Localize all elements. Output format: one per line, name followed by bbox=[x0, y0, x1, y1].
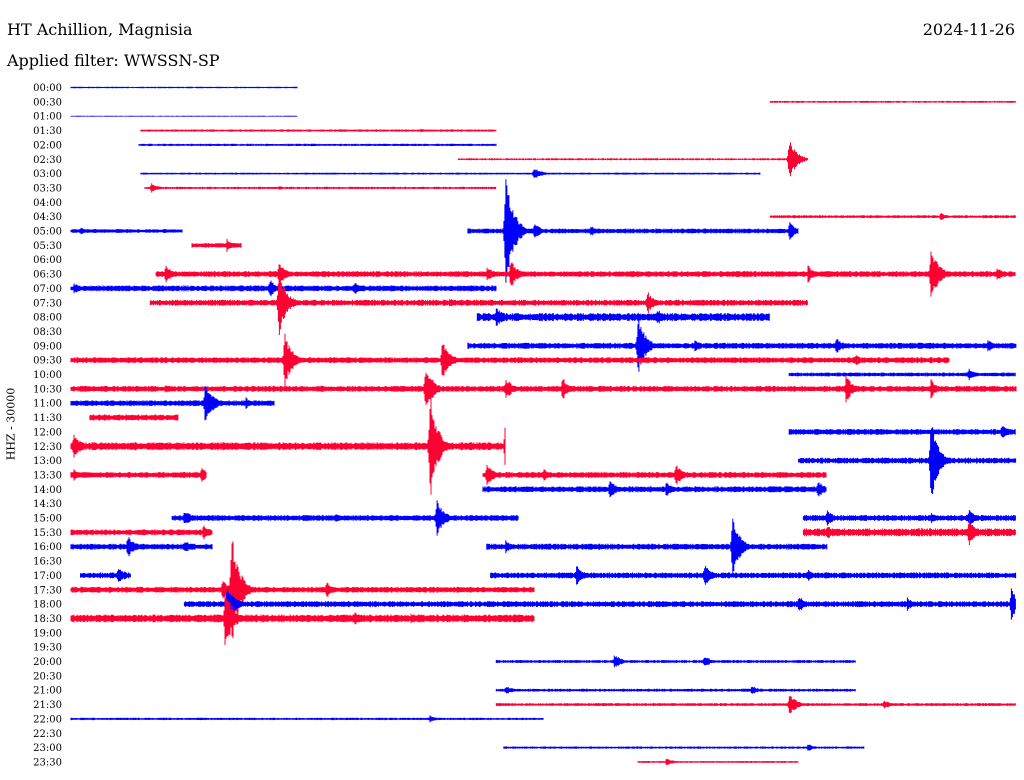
time-tick-label: 23:00 bbox=[33, 743, 62, 754]
seismic-trace-segment bbox=[490, 566, 1017, 585]
seismic-trace-segment bbox=[70, 715, 544, 723]
seismic-trace-segment bbox=[495, 696, 1016, 713]
time-tick-label: 13:30 bbox=[33, 470, 62, 481]
seismic-trace-segment bbox=[769, 213, 1016, 220]
time-tick-label: 13:00 bbox=[33, 456, 62, 467]
seismic-trace-segment bbox=[70, 280, 497, 297]
seismic-trace-segment bbox=[788, 368, 1016, 381]
station-title: HT Achillion, Magnisia bbox=[7, 20, 193, 39]
time-tick-label: 10:30 bbox=[33, 384, 62, 395]
time-tick-label: 02:00 bbox=[33, 140, 62, 151]
seismic-traces bbox=[70, 86, 1017, 766]
time-tick-label: 10:00 bbox=[33, 370, 62, 381]
seismic-trace-segment bbox=[149, 270, 808, 335]
time-tick-label: 08:00 bbox=[33, 313, 62, 324]
time-tick-label: 07:30 bbox=[33, 298, 62, 309]
seismic-trace-segment bbox=[802, 510, 1016, 526]
time-tick-label: 03:00 bbox=[33, 169, 62, 180]
time-tick-label: 19:30 bbox=[33, 643, 62, 654]
seismic-trace-segment bbox=[140, 128, 497, 133]
time-tick-label: 09:30 bbox=[33, 356, 62, 367]
seismic-trace-segment bbox=[769, 100, 1016, 103]
seismic-trace-segment bbox=[140, 169, 761, 178]
time-tick-label: 15:30 bbox=[33, 528, 62, 539]
date-label: 2024-11-26 bbox=[922, 20, 1015, 39]
time-tick-label: 17:00 bbox=[33, 571, 62, 582]
time-tick-label: 12:00 bbox=[33, 427, 62, 438]
seismic-trace-segment bbox=[70, 541, 535, 639]
seismic-trace-segment bbox=[155, 251, 1016, 297]
time-tick-label: 01:30 bbox=[33, 126, 62, 137]
time-tick-label: 07:00 bbox=[33, 284, 62, 295]
seismic-trace-segment bbox=[70, 537, 213, 557]
seismic-trace-segment bbox=[138, 143, 497, 147]
time-tick-label: 11:30 bbox=[33, 413, 62, 424]
seismic-trace-segment bbox=[70, 397, 506, 495]
time-tick-label: 02:30 bbox=[33, 155, 62, 166]
seismic-trace-segment bbox=[495, 686, 856, 694]
time-tick-label: 15:00 bbox=[33, 514, 62, 525]
time-tick-label: 16:30 bbox=[33, 557, 62, 568]
seismic-trace-segment bbox=[144, 183, 497, 193]
seismic-trace-segment bbox=[70, 227, 183, 235]
time-tick-label: 14:30 bbox=[33, 499, 62, 510]
time-tick-label: 01:00 bbox=[33, 112, 62, 123]
time-tick-label: 03:30 bbox=[33, 183, 62, 194]
time-tick-label: 20:30 bbox=[33, 671, 62, 682]
time-tick-label: 04:00 bbox=[33, 198, 62, 209]
seismic-trace-segment bbox=[482, 465, 827, 485]
seismic-trace-segment bbox=[80, 569, 131, 582]
seismic-trace-segment bbox=[503, 744, 865, 751]
time-tick-label: 06:00 bbox=[33, 255, 62, 266]
seismic-trace-segment bbox=[70, 115, 298, 117]
time-tick-label: 00:00 bbox=[33, 83, 62, 94]
seismic-trace-segment bbox=[70, 372, 1017, 405]
seismic-trace-segment bbox=[482, 481, 827, 498]
time-tick-label: 05:00 bbox=[33, 227, 62, 238]
time-tick-label: 18:00 bbox=[33, 600, 62, 611]
time-tick-label: 22:00 bbox=[33, 714, 62, 725]
seismic-trace-segment bbox=[457, 142, 808, 177]
time-tick-label: 17:30 bbox=[33, 585, 62, 596]
time-tick-label: 16:00 bbox=[33, 542, 62, 553]
time-tick-label: 05:30 bbox=[33, 241, 62, 252]
seismic-trace-segment bbox=[70, 591, 535, 646]
time-tick-label: 22:30 bbox=[33, 729, 62, 740]
time-tick-label: 12:30 bbox=[33, 442, 62, 453]
time-tick-label: 04:30 bbox=[33, 212, 62, 223]
seismic-trace-segment bbox=[70, 386, 275, 421]
time-tick-label: 18:30 bbox=[33, 614, 62, 625]
seismic-trace-segment bbox=[798, 427, 1017, 494]
seismic-trace-segment bbox=[70, 333, 950, 387]
time-tick-label: 14:00 bbox=[33, 485, 62, 496]
seismic-trace-segment bbox=[788, 426, 1016, 438]
time-tick-label: 06:30 bbox=[33, 270, 62, 281]
time-tick-label: 20:00 bbox=[33, 657, 62, 668]
time-tick-label: 09:00 bbox=[33, 341, 62, 352]
time-tick-label: 21:00 bbox=[33, 686, 62, 697]
time-tick-label: 08:30 bbox=[33, 327, 62, 338]
time-tick-labels: 00:00 00:30 01:00 01:30 02:00 02:30 03:00 03:30… bbox=[33, 83, 62, 768]
seismic-trace-segment bbox=[467, 319, 1017, 372]
seismic-trace-segment bbox=[476, 308, 770, 326]
time-tick-label: 11:00 bbox=[33, 399, 62, 410]
seismic-trace-segment bbox=[802, 519, 1016, 545]
filter-label: Applied filter: WWSSN-SP bbox=[7, 51, 220, 70]
seismic-trace-segment bbox=[637, 758, 799, 766]
seismic-trace-segment bbox=[70, 525, 213, 540]
seismic-trace-segment bbox=[89, 414, 179, 421]
time-tick-label: 23:30 bbox=[33, 757, 62, 768]
seismic-trace-segment bbox=[191, 238, 242, 252]
seismic-trace-segment bbox=[171, 500, 519, 536]
seismic-trace-segment bbox=[70, 86, 298, 89]
seismic-trace-segment bbox=[495, 655, 856, 668]
seismic-trace-segment bbox=[183, 588, 1016, 620]
seismic-trace-segment bbox=[486, 518, 828, 575]
time-tick-label: 21:30 bbox=[33, 700, 62, 711]
seismic-trace-segment bbox=[70, 468, 207, 482]
seismic-trace-segment bbox=[467, 179, 799, 283]
time-tick-label: 00:30 bbox=[33, 97, 62, 108]
time-tick-label: 19:00 bbox=[33, 628, 62, 639]
